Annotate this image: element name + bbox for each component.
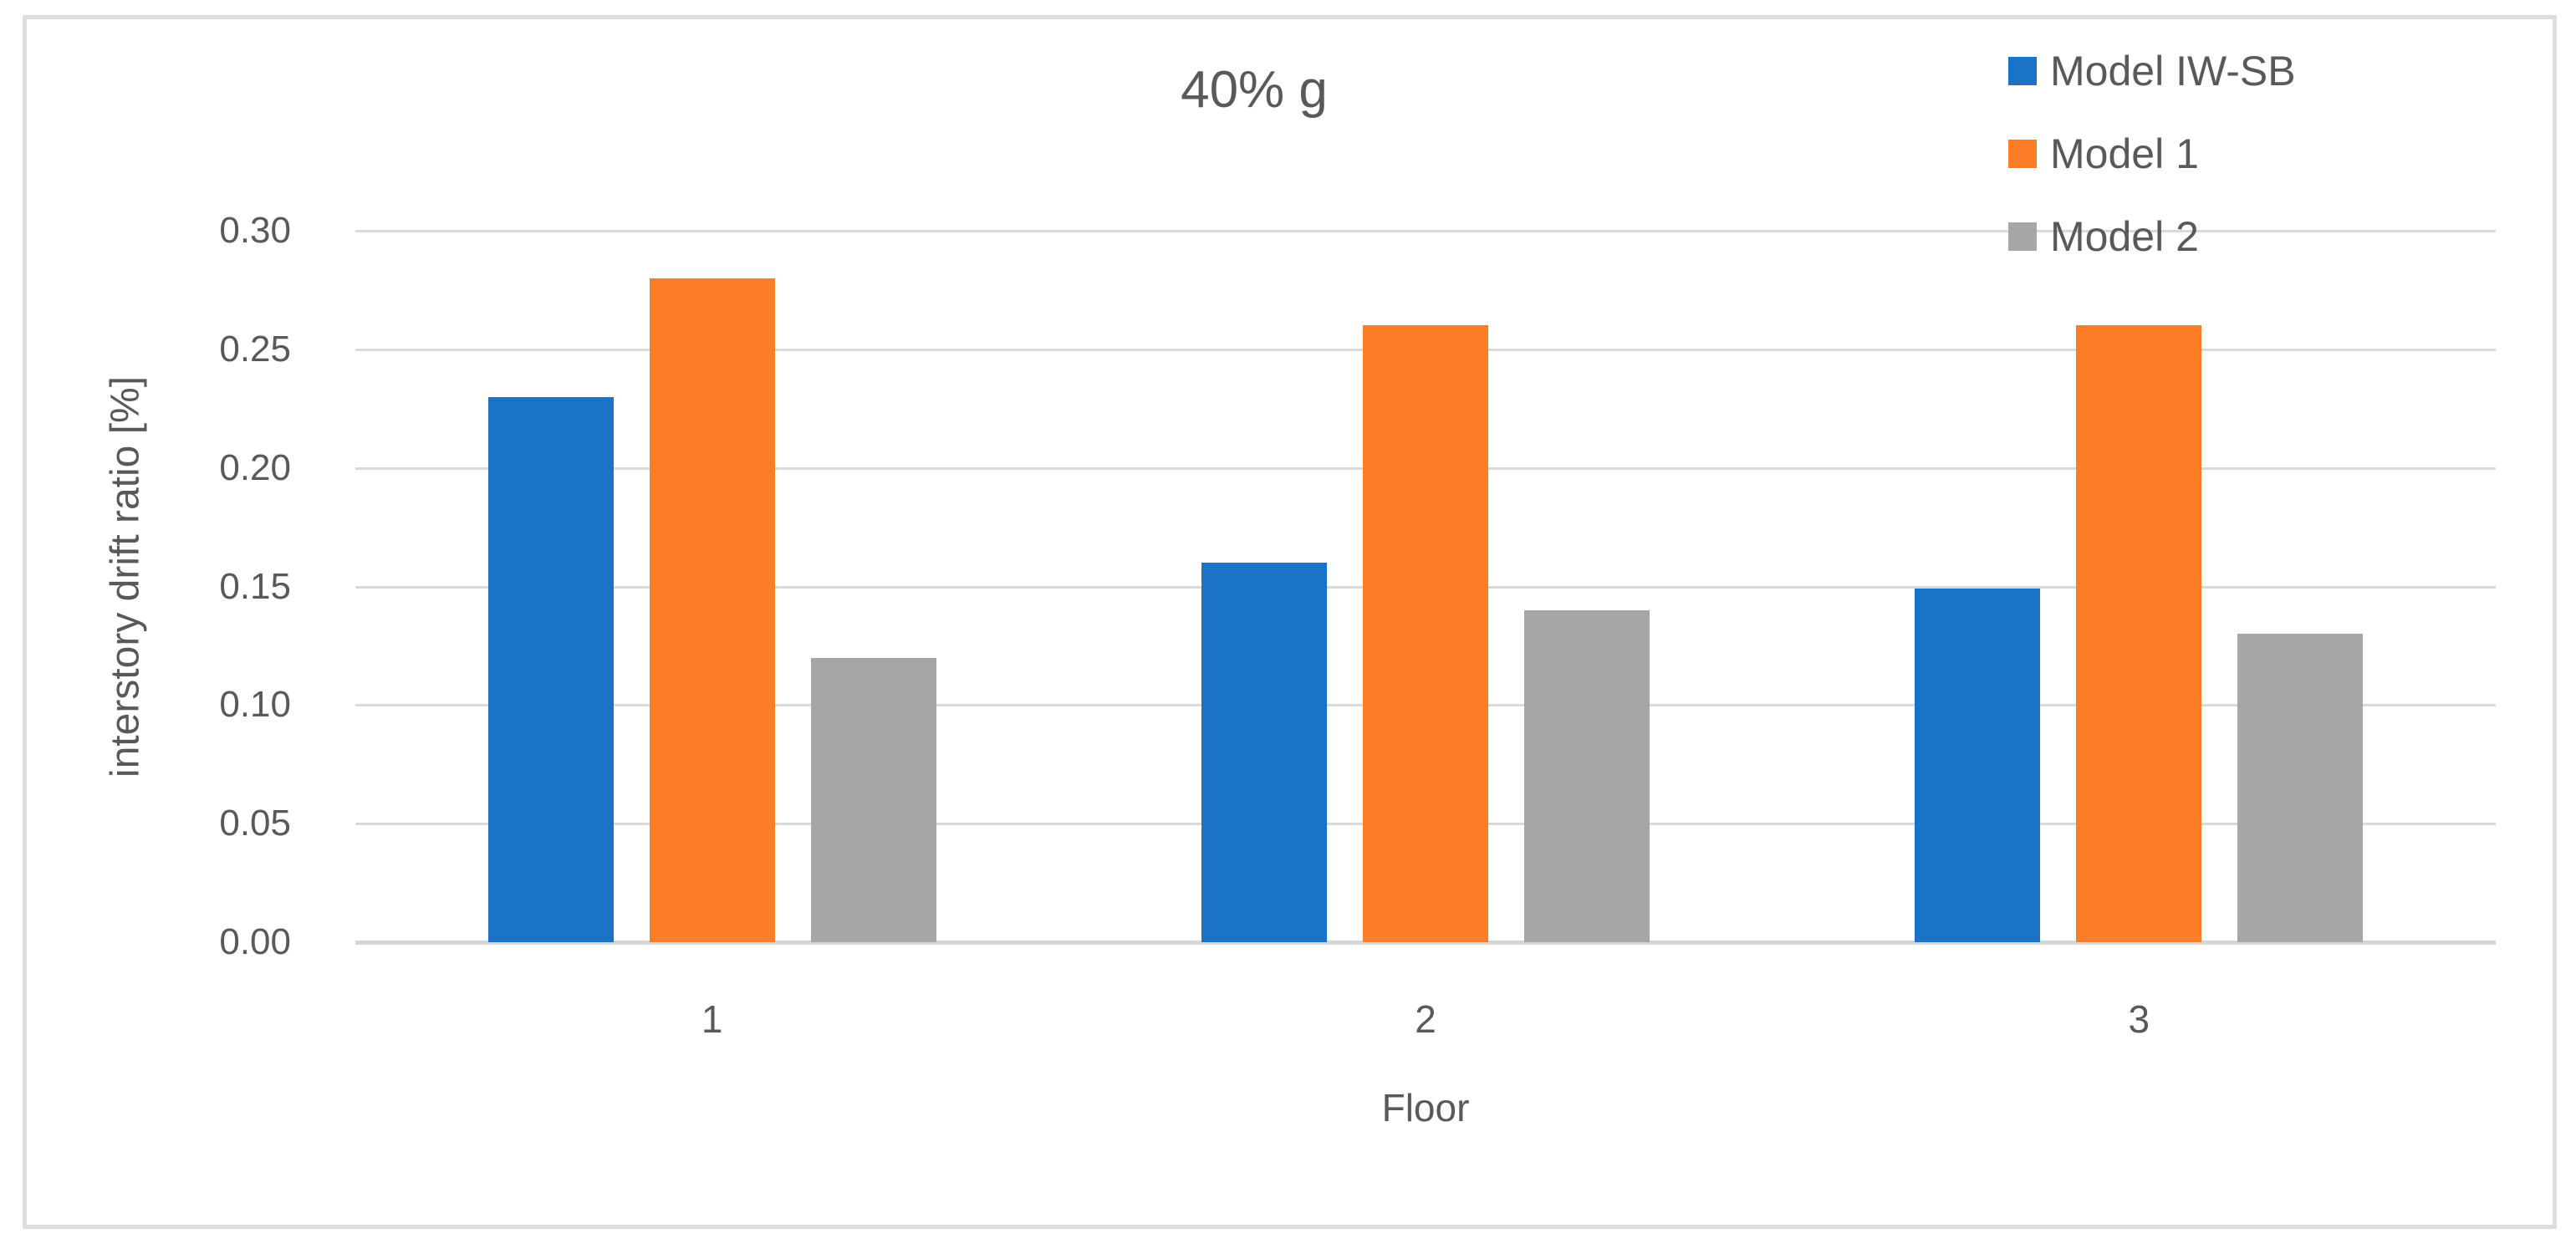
x-tick-label: 3	[2128, 997, 2150, 1041]
legend-label: Model 2	[2050, 213, 2199, 260]
legend-swatch-icon	[2008, 57, 2037, 85]
legend-swatch-icon	[2008, 222, 2037, 251]
bar-model-2-floor-1	[810, 657, 936, 942]
y-tick-label: 0.00	[219, 921, 291, 962]
x-axis-title: Floor	[1381, 1086, 1470, 1129]
y-tick-label: 0.10	[219, 684, 291, 726]
bar-model-2-floor-2	[1524, 609, 1650, 942]
chart-frame	[23, 15, 2557, 1229]
gridline	[355, 230, 2496, 232]
y-tick-label: 0.30	[219, 210, 291, 251]
bar-model-2-floor-3	[2237, 634, 2364, 942]
bar-model-iw-sb-floor-1	[487, 396, 614, 942]
bar-model-iw-sb-floor-3	[1915, 589, 2041, 942]
y-tick-label: 0.20	[219, 446, 291, 488]
legend-label: Model IW-SB	[2050, 48, 2296, 94]
bar-model-1-floor-3	[2076, 325, 2202, 942]
x-tick-label: 1	[701, 997, 723, 1041]
legend-label: Model 1	[2050, 130, 2199, 177]
legend-item: Model 1	[2008, 126, 2296, 181]
y-tick-label: 0.05	[219, 803, 291, 844]
bar-model-iw-sb-floor-2	[1201, 563, 1327, 942]
chart-title: 40% g	[1181, 61, 1328, 119]
x-tick-label: 2	[1415, 997, 1436, 1041]
legend: Model IW-SB Model 1 Model 2	[2008, 43, 2296, 292]
x-axis-line	[355, 941, 2496, 945]
bar-model-1-floor-2	[1363, 325, 1488, 942]
bar-model-1-floor-1	[649, 278, 775, 942]
legend-swatch-icon	[2008, 140, 2037, 168]
legend-item: Model 2	[2008, 209, 2296, 264]
y-tick-label: 0.15	[219, 565, 291, 607]
legend-item: Model IW-SB	[2008, 43, 2296, 99]
y-tick-label: 0.25	[219, 328, 291, 370]
